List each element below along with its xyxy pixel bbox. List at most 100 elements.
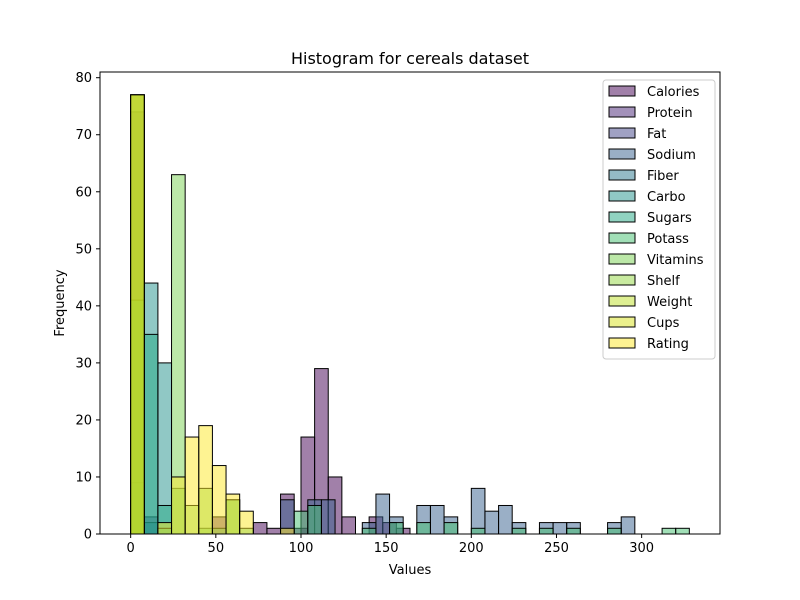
bar-sodium-5 (375, 493, 391, 535)
legend-swatch-calories (608, 85, 636, 97)
legend-swatch-sugars (608, 211, 636, 223)
bar-rating-1 (171, 476, 186, 535)
bar-rating-6 (239, 510, 254, 535)
legend-swatch-sodium (608, 148, 636, 160)
x-tick-label: 200 (459, 541, 484, 556)
legend-item-calories: Calories (608, 85, 700, 100)
legend-label-vitamins: Vitamins (647, 253, 704, 268)
bar-potass-9 (389, 522, 404, 535)
y-tick-label: 50 (75, 242, 92, 257)
bar-potass-14 (538, 527, 554, 535)
x-tick-label: 100 (289, 541, 314, 556)
bar-potass-18 (675, 527, 690, 535)
bar-potass-6 (293, 510, 309, 535)
x-axis-label: Values (389, 563, 432, 578)
y-tick-label: 30 (75, 356, 92, 371)
legend-swatch-fat (608, 127, 636, 139)
series-rating (157, 425, 295, 535)
legend-item-fat: Fat (608, 127, 666, 142)
bar-rating-3 (198, 425, 213, 535)
bar-potass-15 (566, 527, 581, 535)
y-tick-label: 80 (75, 71, 92, 86)
legend-label-sodium: Sodium (647, 148, 696, 163)
bar-sugars-1 (143, 333, 159, 535)
x-tick-label: 0 (127, 541, 135, 556)
series-cups (130, 94, 145, 535)
legend-item-fiber: Fiber (608, 169, 679, 184)
y-tick-label: 20 (75, 413, 92, 428)
bar-rating-0 (157, 522, 173, 535)
bar-calories-2 (266, 527, 282, 535)
plot-area: 0 50 100 150 200 250 300 0 10 20 30 40 50 60 70 80 (75, 71, 721, 556)
legend-swatch-carbo (608, 190, 636, 202)
bar-sodium-18 (620, 516, 636, 535)
legend-swatch-weight (608, 295, 636, 307)
bar-potass-13 (511, 527, 527, 535)
bar-sodium-3 (320, 499, 336, 535)
bar-potass-7 (307, 504, 322, 535)
x-axis-ticks: 0 50 100 150 200 250 300 (127, 534, 654, 556)
bar-calories-8 (341, 516, 356, 535)
x-tick-label: 250 (544, 541, 569, 556)
y-axis-ticks: 0 10 20 30 40 50 60 70 80 (75, 71, 100, 543)
legend-label-shelf: Shelf (647, 274, 680, 289)
legend-item-rating: Rating (608, 337, 689, 352)
bar-sodium-15 (552, 522, 568, 535)
y-axis-label: Frequency (53, 269, 68, 336)
y-tick-label: 10 (75, 470, 92, 485)
bar-rating-4 (211, 465, 227, 535)
legend-label-weight: Weight (647, 295, 692, 310)
legend-label-potass: Potass (647, 232, 689, 247)
bar-potass-8 (361, 527, 377, 535)
bar-sodium-12 (498, 504, 513, 535)
bar-sodium-10 (470, 487, 486, 535)
legend: Calories Protein Fat Sodium Fiber Carbo Sugars… (602, 79, 716, 360)
legend-swatch-shelf (608, 274, 636, 286)
bar-potass-10 (416, 522, 431, 535)
legend-swatch-vitamins (608, 253, 636, 265)
x-tick-label: 300 (629, 541, 654, 556)
legend-item-carbo: Carbo (608, 190, 686, 205)
legend-item-vitamins: Vitamins (608, 253, 704, 268)
x-tick-label: 150 (374, 541, 399, 556)
x-tick-label: 50 (208, 541, 225, 556)
legend-swatch-rating (608, 337, 636, 349)
bar-cups-0 (130, 94, 145, 535)
y-tick-label: 60 (75, 185, 92, 200)
legend-label-fat: Fat (647, 127, 666, 142)
bar-sodium-8 (429, 504, 445, 535)
legend-item-shelf: Shelf (608, 274, 680, 289)
legend-item-potass: Potass (608, 232, 689, 247)
legend-item-sugars: Sugars (608, 211, 692, 226)
legend-item-cups: Cups (608, 316, 680, 331)
bar-rating-5 (225, 493, 241, 535)
legend-swatch-potass (608, 232, 636, 244)
legend-item-sodium: Sodium (608, 148, 696, 163)
y-tick-label: 70 (75, 128, 92, 143)
bar-sodium-11 (484, 510, 500, 535)
bar-calories-1 (252, 522, 268, 535)
legend-swatch-cups (608, 316, 636, 328)
chart-title: Histogram for cereals dataset (291, 49, 529, 68)
bar-potass-17 (661, 527, 677, 535)
y-tick-label: 40 (75, 299, 92, 314)
legend-item-protein: Protein (608, 106, 693, 121)
bar-rating-2 (184, 436, 200, 535)
legend-label-carbo: Carbo (647, 190, 686, 205)
legend-label-sugars: Sugars (647, 211, 692, 226)
plot-frame (99, 71, 721, 535)
bar-rating-7 (280, 527, 295, 535)
legend-label-protein: Protein (647, 106, 693, 121)
bar-potass-12 (470, 527, 486, 535)
bar-potass-16 (607, 527, 622, 535)
y-tick-label: 0 (84, 528, 92, 543)
legend-item-weight: Weight (608, 295, 692, 310)
legend-label-cups: Cups (647, 316, 680, 331)
legend-swatch-protein (608, 106, 636, 118)
legend-label-rating: Rating (647, 337, 689, 352)
legend-label-calories: Calories (647, 85, 700, 100)
histogram-bars (130, 94, 690, 535)
bar-potass-11 (443, 522, 459, 535)
legend-swatch-fiber (608, 169, 636, 181)
